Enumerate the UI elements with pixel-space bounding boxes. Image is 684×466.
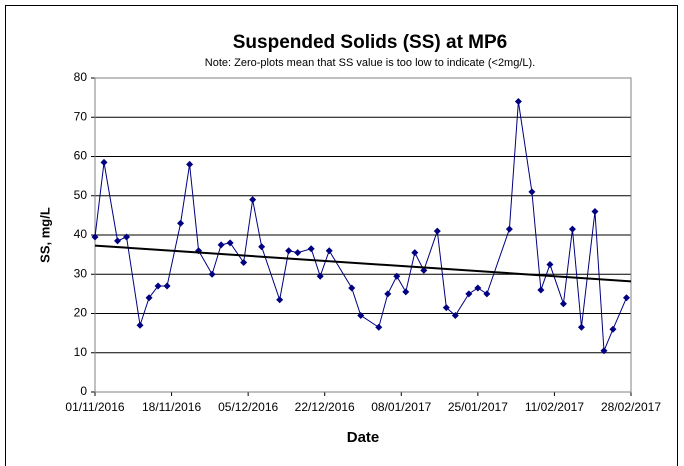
data-point [240,258,248,266]
trend-line [94,244,632,283]
data-point [91,233,99,241]
x-tick-label: 08/01/2017 [371,400,431,414]
x-axis-label: Date [347,429,380,446]
data-point [568,225,576,233]
data-point [375,323,383,331]
data-point [217,241,225,249]
y-tick-label: 50 [74,188,88,202]
data-point [591,207,599,215]
y-tick-label: 70 [74,109,88,123]
data-point [600,347,608,355]
data-point [123,233,131,241]
data-point [208,270,216,278]
data-point [546,260,554,268]
chart-title: Suspended Solids (SS) at MP6 [233,32,508,53]
chart-frame [5,5,678,466]
data-point [483,290,491,298]
data-point [537,286,545,294]
data-point [384,290,392,298]
data-point [357,311,365,319]
data-point [177,219,185,227]
y-tick-label: 20 [74,306,88,320]
y-axis-label: SS, mg/L [37,207,52,263]
data-point [505,225,513,233]
data-point [307,245,315,253]
x-tick-label: 25/01/2017 [448,400,508,414]
data-point [433,227,441,235]
data-point [100,158,108,166]
data-point [276,296,284,304]
data-point [114,237,122,245]
data-point [348,284,356,292]
data-point [294,249,302,257]
data-point [577,323,585,331]
data-point [325,247,333,255]
data-point [316,272,324,280]
x-tick-label: 28/02/2017 [601,400,661,414]
x-tick-label: 05/12/2016 [218,400,278,414]
y-tick-label: 30 [74,266,88,280]
chart-subtitle: Note: Zero-plots mean that SS value is t… [205,57,535,69]
data-point [402,288,410,296]
data-point [258,243,266,251]
data-point [145,294,153,302]
x-tick-label: 18/11/2016 [142,400,201,414]
data-point [528,188,536,196]
data-point [559,300,567,308]
y-tick-label: 80 [74,70,88,84]
data-point [154,282,162,290]
data-point [442,304,450,312]
data-point [186,160,194,168]
data-point [465,290,473,298]
y-tick-label: 0 [80,384,87,398]
data-point [622,294,630,302]
x-tick-label: 11/02/2017 [525,400,584,414]
y-tick-label: 60 [74,149,88,163]
data-point [136,321,144,329]
data-point [249,196,257,204]
data-point [393,272,401,280]
data-point [474,284,482,292]
data-point [451,311,459,319]
y-tick-label: 10 [74,345,88,359]
data-point [609,325,617,333]
data-point [226,239,234,247]
x-tick-label: 01/11/2016 [65,400,124,414]
data-point [163,282,171,290]
y-tick-label: 40 [74,227,88,241]
x-tick-label: 22/12/2016 [295,400,355,414]
data-point [514,98,522,106]
data-point [411,249,419,257]
data-point [285,247,293,255]
